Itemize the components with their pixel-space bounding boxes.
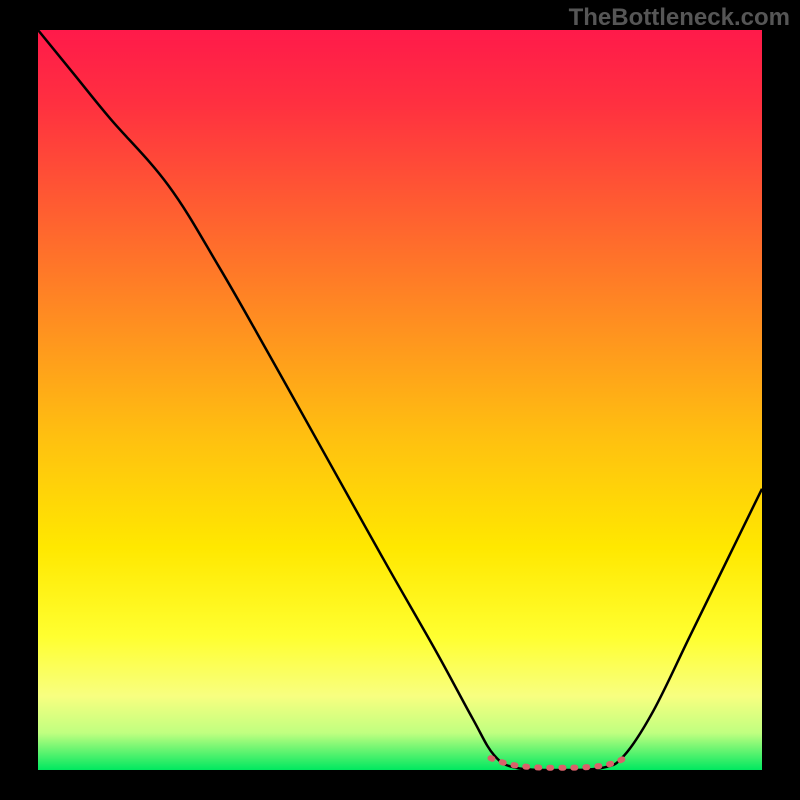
chart-container: TheBottleneck.com xyxy=(0,0,800,800)
chart-svg xyxy=(0,0,800,800)
plot-background xyxy=(38,30,762,770)
watermark-text: TheBottleneck.com xyxy=(569,4,790,32)
